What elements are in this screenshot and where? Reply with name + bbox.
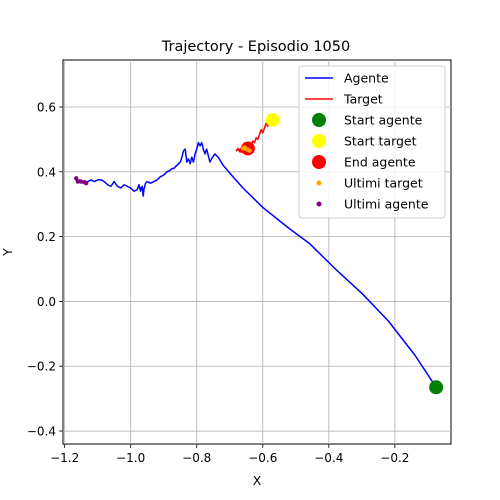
y-tick-label: −0.4: [27, 425, 56, 439]
legend-label-target: Target: [343, 92, 383, 107]
chart-title: Trajectory - Episodio 1050: [161, 39, 350, 55]
y-tick-label: 0.4: [37, 165, 56, 179]
series-line-agente: [75, 141, 437, 388]
x-tick-label: −0.2: [380, 451, 409, 465]
grid-lines: [63, 60, 451, 444]
data-point-start-target: [265, 112, 280, 127]
x-tick-label: −0.8: [182, 451, 211, 465]
data-point-start-agente: [429, 380, 444, 395]
y-tick-label: −0.2: [27, 360, 56, 374]
y-tick-label: 0.0: [37, 295, 56, 309]
data-point-ultimi-target: [240, 146, 246, 151]
x-axis-label: X: [253, 473, 262, 488]
legend-label-agente: Agente: [344, 71, 389, 86]
y-axis-label: Y: [0, 248, 15, 257]
axis-ticks: −1.2 −1.0 −0.8 −0.6 −0.4 −0.2 −0.4 −0.2 0.0 0.2 0.…: [27, 100, 410, 465]
y-tick-label: 0.6: [37, 100, 56, 114]
data-point-ultimi-agente: [78, 179, 84, 184]
data-point-ultimi-agente: [75, 179, 81, 184]
x-tick-label: −0.6: [248, 451, 277, 465]
legend-box: [298, 65, 446, 219]
series-layer: [74, 112, 444, 395]
legend-swatch-start-agente: [312, 113, 326, 127]
x-tick-label: −1.0: [116, 451, 145, 465]
plot-frame: [62, 59, 452, 445]
legend-label-ultimi-agente: Ultimi agente: [344, 197, 429, 212]
legend-swatch-ultimi-target: [316, 180, 322, 186]
y-tick-label: 0.2: [37, 230, 56, 244]
data-point-ultimi-agente: [74, 176, 79, 181]
data-point-ultimi-target: [247, 148, 252, 153]
legend-label-end-agente: End agente: [344, 155, 416, 170]
legend-label-start-agente: Start agente: [344, 113, 423, 128]
legend-swatch-end-agente: [312, 155, 326, 169]
legend-swatch-ultimi-agente: [316, 201, 322, 207]
x-tick-label: −1.2: [50, 451, 79, 465]
plot-area: [62, 59, 452, 445]
data-point-ultimi-agente: [83, 180, 89, 186]
legend-swatch-start-target: [312, 134, 326, 148]
legend-label-start-target: Start target: [344, 134, 417, 149]
legend-label-ultimi-target: Ultimi target: [344, 176, 423, 191]
x-tick-label: −0.4: [314, 451, 343, 465]
legend: Agente Target Start agente Start target End …: [298, 65, 446, 219]
